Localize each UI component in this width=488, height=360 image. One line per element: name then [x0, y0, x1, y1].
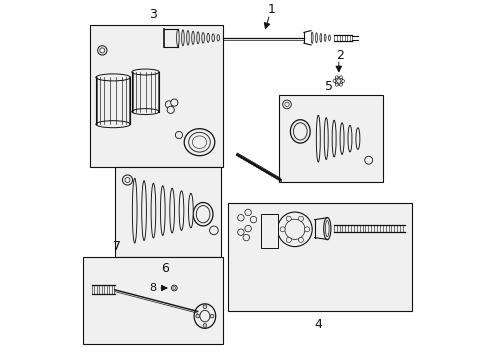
Circle shape — [125, 177, 130, 183]
Circle shape — [203, 324, 206, 327]
Circle shape — [282, 100, 291, 109]
Circle shape — [280, 227, 285, 232]
Bar — [89, 25, 223, 167]
Ellipse shape — [323, 217, 330, 240]
Circle shape — [100, 48, 104, 53]
Ellipse shape — [355, 128, 359, 149]
Ellipse shape — [191, 31, 194, 44]
Ellipse shape — [132, 109, 159, 114]
Ellipse shape — [96, 74, 130, 81]
Bar — [263, 215, 275, 221]
Circle shape — [335, 83, 337, 86]
Circle shape — [172, 287, 175, 289]
Text: 5: 5 — [325, 80, 332, 93]
Ellipse shape — [96, 121, 130, 128]
Ellipse shape — [196, 32, 199, 44]
Ellipse shape — [319, 33, 321, 42]
Bar — [263, 235, 275, 241]
Ellipse shape — [331, 120, 335, 157]
Circle shape — [364, 156, 372, 164]
Ellipse shape — [324, 118, 327, 159]
Ellipse shape — [186, 31, 189, 45]
Ellipse shape — [316, 115, 320, 162]
Ellipse shape — [192, 136, 206, 149]
Circle shape — [244, 225, 251, 232]
Circle shape — [196, 314, 199, 318]
Text: 6: 6 — [161, 262, 169, 275]
Bar — [115, 167, 221, 257]
Circle shape — [237, 229, 244, 235]
Ellipse shape — [328, 35, 330, 41]
Circle shape — [298, 216, 303, 221]
Text: 3: 3 — [148, 8, 156, 21]
Text: 1: 1 — [267, 3, 275, 15]
Circle shape — [335, 76, 337, 79]
Circle shape — [341, 80, 344, 82]
Ellipse shape — [324, 34, 325, 41]
Circle shape — [250, 216, 256, 223]
Circle shape — [332, 80, 335, 82]
Ellipse shape — [347, 125, 351, 152]
Bar — [260, 214, 277, 248]
Circle shape — [284, 102, 288, 107]
Circle shape — [339, 83, 342, 86]
Ellipse shape — [132, 178, 137, 243]
Ellipse shape — [325, 220, 328, 237]
Ellipse shape — [336, 79, 340, 83]
Ellipse shape — [142, 181, 146, 240]
Ellipse shape — [188, 132, 210, 152]
Ellipse shape — [193, 202, 213, 226]
Ellipse shape — [132, 69, 159, 75]
Text: 7: 7 — [112, 240, 121, 253]
Circle shape — [339, 76, 342, 79]
Ellipse shape — [196, 206, 209, 223]
Bar — [82, 257, 223, 344]
Ellipse shape — [182, 30, 184, 46]
Ellipse shape — [200, 310, 209, 322]
Circle shape — [210, 314, 213, 318]
Circle shape — [244, 209, 251, 216]
Ellipse shape — [334, 77, 342, 85]
Circle shape — [243, 234, 249, 241]
Ellipse shape — [179, 191, 183, 230]
Ellipse shape — [176, 29, 179, 46]
Circle shape — [209, 226, 218, 235]
Circle shape — [175, 131, 182, 139]
Text: 8: 8 — [149, 283, 156, 293]
Circle shape — [285, 237, 291, 242]
Bar — [228, 203, 411, 311]
Ellipse shape — [184, 129, 214, 156]
Bar — [278, 95, 382, 182]
Ellipse shape — [151, 183, 156, 238]
Circle shape — [277, 212, 311, 247]
Ellipse shape — [293, 123, 306, 140]
Bar — [263, 224, 275, 230]
Ellipse shape — [217, 35, 219, 41]
Circle shape — [170, 99, 178, 106]
Circle shape — [203, 305, 206, 309]
Ellipse shape — [315, 33, 317, 43]
Ellipse shape — [194, 304, 215, 328]
Circle shape — [237, 215, 244, 221]
Circle shape — [304, 227, 309, 232]
Ellipse shape — [211, 34, 214, 42]
Ellipse shape — [339, 123, 344, 154]
Circle shape — [167, 106, 174, 113]
Text: 4: 4 — [314, 318, 322, 330]
Circle shape — [171, 285, 177, 291]
Circle shape — [298, 237, 303, 242]
Ellipse shape — [160, 186, 165, 235]
Circle shape — [285, 216, 291, 221]
Ellipse shape — [202, 33, 204, 43]
Circle shape — [122, 175, 132, 185]
Circle shape — [284, 219, 305, 239]
Ellipse shape — [311, 32, 312, 44]
Ellipse shape — [169, 188, 174, 233]
Ellipse shape — [188, 193, 193, 228]
Circle shape — [165, 101, 172, 108]
Text: 2: 2 — [335, 49, 343, 62]
Circle shape — [98, 46, 107, 55]
Ellipse shape — [206, 33, 209, 42]
Ellipse shape — [290, 120, 309, 143]
